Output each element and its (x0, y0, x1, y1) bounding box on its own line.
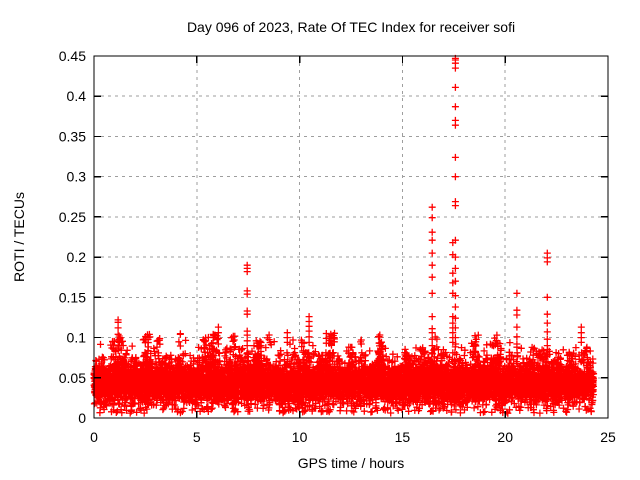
x-tick-label: 0 (90, 429, 98, 445)
y-tick-label: 0 (78, 410, 86, 426)
chart-title: Day 096 of 2023, Rate Of TEC Index for r… (187, 19, 515, 35)
y-tick-label: 0.25 (59, 209, 86, 225)
y-tick-label: 0.2 (67, 249, 87, 265)
plot-border (93, 55, 609, 419)
x-tick-label: 25 (600, 429, 616, 445)
y-tick-label: 0.1 (67, 330, 87, 346)
y-tick-label: 0.05 (59, 370, 86, 386)
y-tick-label: 0.3 (67, 169, 87, 185)
y-axis-label: ROTI / TECUs (11, 192, 27, 282)
data-points (90, 54, 598, 417)
tick-marks-path (93, 55, 609, 419)
y-tick-label: 0.4 (67, 88, 87, 104)
x-tick-label: 15 (395, 429, 411, 445)
x-tick-label: 20 (497, 429, 513, 445)
x-axis-label: GPS time / hours (298, 455, 405, 471)
scatter-markers (90, 54, 598, 417)
y-tick-label: 0.15 (59, 289, 86, 305)
y-tick-label: 0.35 (59, 128, 86, 144)
y-tick-label: 0.45 (59, 48, 86, 64)
y-tick-labels: 0 0.05 0.1 0.15 0.2 0.25 0.3 0.35 0.4 0.45 (59, 48, 86, 426)
x-tick-label: 5 (193, 429, 201, 445)
axis-ticks (93, 55, 609, 419)
x-tick-labels: 0 5 10 15 20 25 (90, 429, 616, 445)
x-tick-label: 10 (292, 429, 308, 445)
